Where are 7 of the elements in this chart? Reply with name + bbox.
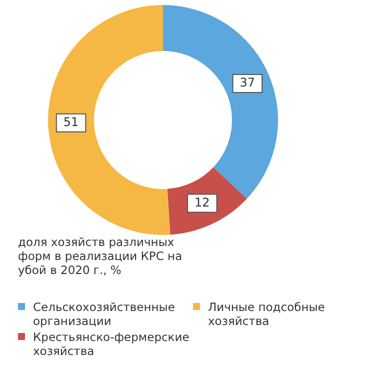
data-label: 51 [63,115,79,130]
text: доля хозяйств различных форм в реализации КРС на убой в 2020 г., % [18,235,184,277]
data-label: 12 [194,195,210,210]
data-label: 37 [240,76,256,90]
legend-label: Сельскохозяйственные организации [33,300,176,328]
legend-label: Личные подсобные хозяйства [208,300,326,328]
legend-label: Крестьянско-фермерские хозяйства [33,330,190,358]
